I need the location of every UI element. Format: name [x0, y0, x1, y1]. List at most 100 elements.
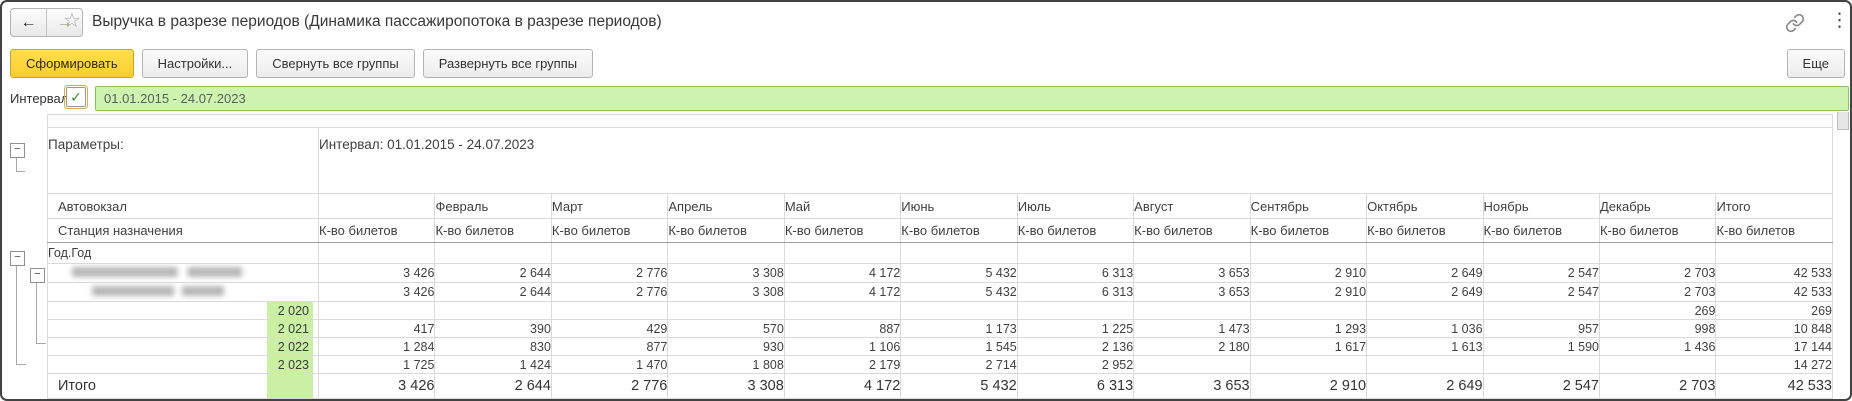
measure-header-cell[interactable]: К-во билетов [900, 218, 1018, 243]
params-label-cell[interactable]: Параметры: [47, 127, 319, 194]
more-menu-icon[interactable]: ⋮ [1830, 10, 1849, 31]
measure-header-cell[interactable]: К-во билетов [1598, 218, 1717, 243]
month-header-cell[interactable]: Декабрь [1598, 193, 1717, 219]
cell[interactable]: 2 714 [900, 355, 1018, 374]
cell[interactable] [783, 242, 902, 264]
cell[interactable] [1133, 242, 1251, 264]
cell[interactable]: 1 470 [550, 355, 669, 374]
measure-header-cell[interactable]: К-во билетов [1715, 218, 1833, 243]
collapse-all-groups-button[interactable]: Свернуть все группы [256, 49, 415, 78]
measure-header-cell[interactable]: К-во билетов [1249, 218, 1368, 243]
cell[interactable]: 998 [1598, 319, 1717, 338]
cell[interactable]: 1 808 [667, 355, 785, 374]
header-avtovokzal[interactable]: Автовокзал [47, 193, 319, 219]
month-header-cell[interactable]: Октябрь [1366, 193, 1484, 219]
cell[interactable]: 877 [550, 337, 669, 356]
cell[interactable]: 42 533 [1715, 373, 1833, 399]
cell[interactable]: 4 172 [783, 373, 902, 399]
get-link-icon[interactable] [1785, 13, 1805, 33]
cell[interactable]: 2 776 [550, 263, 669, 283]
cell[interactable]: 2 644 [434, 373, 552, 399]
cell[interactable] [550, 301, 669, 320]
cell[interactable]: 2 910 [1249, 263, 1368, 283]
collapse-substation-group-button[interactable]: − [30, 268, 45, 283]
cell[interactable]: 2 547 [1482, 263, 1600, 283]
params-value-cell[interactable]: Интервал: 01.01.2015 - 24.07.2023 [318, 127, 1833, 194]
year-cell[interactable]: 2 023 [47, 355, 319, 374]
cell[interactable]: 2 179 [783, 355, 902, 374]
empty-row-cell[interactable] [47, 114, 1833, 128]
cell[interactable]: 269 [1715, 301, 1833, 320]
settings-button[interactable]: Настройки... [141, 49, 249, 78]
cell[interactable]: 269 [1598, 301, 1717, 320]
measure-header-cell[interactable]: К-во билетов [1482, 218, 1600, 243]
cell[interactable] [1249, 301, 1368, 320]
cell[interactable] [317, 242, 436, 264]
cell[interactable]: 2 547 [1482, 373, 1600, 399]
measure-header-cell[interactable]: К-во билетов [1016, 218, 1135, 243]
cell[interactable]: 1 036 [1366, 319, 1484, 338]
cell[interactable]: 4 172 [783, 282, 902, 302]
collapse-station-group-button[interactable]: − [10, 251, 25, 266]
cell[interactable]: 3 308 [667, 263, 785, 283]
cell[interactable] [1016, 301, 1135, 320]
month-header-cell[interactable]: Апрель [667, 193, 785, 219]
station-cell[interactable] [47, 282, 319, 302]
cell[interactable]: 3 308 [667, 282, 785, 302]
scrollbar-stub[interactable] [1837, 112, 1849, 130]
month-header-cell[interactable]: Август [1133, 193, 1251, 219]
cell[interactable]: 2 910 [1249, 282, 1368, 302]
cell[interactable]: 2 136 [1016, 337, 1135, 356]
station-cell[interactable] [47, 263, 319, 283]
year-cell[interactable]: 2 021 [47, 319, 319, 338]
cell[interactable]: 42 533 [1715, 263, 1833, 283]
cell[interactable] [434, 242, 552, 264]
cell[interactable]: 17 144 [1715, 337, 1833, 356]
cell[interactable]: 2 952 [1016, 355, 1135, 374]
cell[interactable]: 887 [783, 319, 902, 338]
forward-button[interactable]: → [46, 9, 82, 36]
cell[interactable]: 3 308 [667, 373, 785, 399]
cell[interactable] [1249, 242, 1368, 264]
cell[interactable] [1133, 355, 1251, 374]
measure-header-cell[interactable]: К-во билетов [667, 218, 785, 243]
cell[interactable]: 2 180 [1133, 337, 1251, 356]
collapse-params-group-button[interactable]: − [10, 143, 25, 158]
cell[interactable] [667, 242, 785, 264]
cell[interactable]: 5 432 [900, 282, 1018, 302]
cell[interactable]: 2 649 [1366, 263, 1484, 283]
cell[interactable]: 1 725 [317, 355, 436, 374]
cell[interactable] [1715, 242, 1833, 264]
cell[interactable]: 1 545 [900, 337, 1018, 356]
month-header-cell[interactable]: Июль [1016, 193, 1135, 219]
cell[interactable]: 830 [434, 337, 552, 356]
cell[interactable]: 5 432 [900, 373, 1018, 399]
measure-header-cell[interactable]: К-во билетов [434, 218, 552, 243]
total-label-cell[interactable]: Итого [47, 373, 319, 399]
cell[interactable] [317, 301, 436, 320]
cell[interactable] [1598, 355, 1717, 374]
cell[interactable] [434, 301, 552, 320]
measure-header-cell[interactable]: К-во билетов [1366, 218, 1484, 243]
cell[interactable] [1366, 301, 1484, 320]
year-cell[interactable]: 2 020 [47, 301, 319, 320]
cell[interactable]: 4 172 [783, 263, 902, 283]
month-header-cell[interactable]: Сентябрь [1249, 193, 1368, 219]
month-header-cell[interactable]: Ноябрь [1482, 193, 1600, 219]
cell[interactable] [900, 301, 1018, 320]
cell[interactable] [1482, 355, 1600, 374]
cell[interactable]: 2 703 [1598, 282, 1717, 302]
month-header-cell[interactable] [317, 193, 436, 219]
cell[interactable]: 2 644 [434, 263, 552, 283]
month-header-cell[interactable]: Февраль [434, 193, 552, 219]
month-header-cell[interactable]: Май [783, 193, 902, 219]
back-button[interactable]: ← [20, 13, 37, 31]
interval-input[interactable]: 01.01.2015 - 24.07.2023 [95, 86, 1849, 111]
cell[interactable]: 3 426 [317, 373, 436, 399]
cell[interactable]: 10 848 [1715, 319, 1833, 338]
cell[interactable] [1016, 242, 1135, 264]
cell[interactable]: 6 313 [1016, 282, 1135, 302]
cell[interactable]: 1 284 [317, 337, 436, 356]
cell[interactable]: 1 590 [1482, 337, 1600, 356]
measure-header-cell[interactable]: К-во билетов [317, 218, 436, 243]
